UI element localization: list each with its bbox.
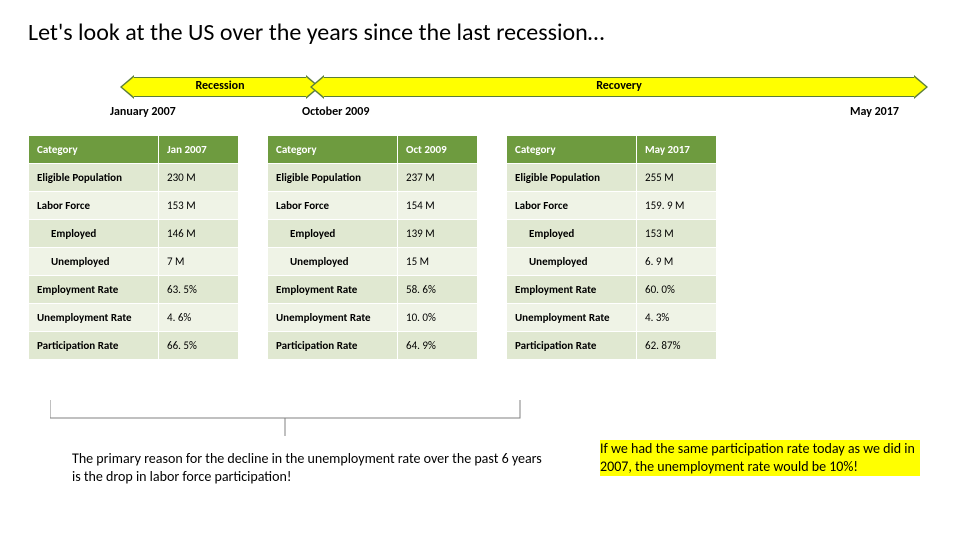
cell-value: 154 M (398, 192, 478, 220)
cell-value: 66. 5% (159, 332, 239, 360)
cell-value: 255 M (637, 164, 717, 192)
column-header-category: Category (507, 136, 637, 164)
table-may-2017: CategoryMay 2017Eligible Population255 M… (506, 135, 717, 360)
table-row: Eligible Population230 M (29, 164, 239, 192)
cell-value: 7 M (159, 248, 239, 276)
recession-label: Recession (133, 79, 307, 93)
table-row: Unemployed15 M (268, 248, 478, 276)
cell-value: 4. 6% (159, 304, 239, 332)
cell-value: 62. 87% (637, 332, 717, 360)
cell-category: Employed (268, 220, 398, 248)
cell-category: Participation Rate (507, 332, 637, 360)
cell-value: 60. 0% (637, 276, 717, 304)
cell-category: Labor Force (507, 192, 637, 220)
cell-value: 230 M (159, 164, 239, 192)
cell-value: 159. 9 M (637, 192, 717, 220)
date-jan-2007: January 2007 (110, 105, 176, 119)
cell-category: Eligible Population (507, 164, 637, 192)
table-row: Eligible Population255 M (507, 164, 717, 192)
cell-value: 10. 0% (398, 304, 478, 332)
cell-value: 6. 9 M (637, 248, 717, 276)
column-header-value: May 2017 (637, 136, 717, 164)
column-header-value: Jan 2007 (159, 136, 239, 164)
note-primary-reason: The primary reason for the decline in th… (72, 450, 542, 486)
cell-category: Participation Rate (29, 332, 159, 360)
arrow-left-icon (120, 75, 134, 99)
date-oct-2009: October 2009 (302, 105, 369, 119)
cell-category: Unemployed (268, 248, 398, 276)
cell-value: 63. 5% (159, 276, 239, 304)
cell-value: 58. 6% (398, 276, 478, 304)
cell-category: Labor Force (29, 192, 159, 220)
table-row: Employment Rate63. 5% (29, 276, 239, 304)
cell-category: Employed (507, 220, 637, 248)
cell-category: Employed (29, 220, 159, 248)
cell-category: Unemployment Rate (29, 304, 159, 332)
table-row: Participation Rate66. 5% (29, 332, 239, 360)
cell-category: Participation Rate (268, 332, 398, 360)
cell-value: 4. 3% (637, 304, 717, 332)
arrow-left-icon (310, 75, 324, 99)
cell-value: 146 M (159, 220, 239, 248)
timeline: Recession Recovery (0, 77, 960, 97)
table-row: Unemployed6. 9 M (507, 248, 717, 276)
cell-value: 153 M (637, 220, 717, 248)
column-header-category: Category (268, 136, 398, 164)
cell-category: Unemployed (507, 248, 637, 276)
cell-value: 153 M (159, 192, 239, 220)
table-row: Unemployed7 M (29, 248, 239, 276)
tables-container: CategoryJan 2007Eligible Population230 M… (0, 123, 960, 360)
cell-category: Employment Rate (29, 276, 159, 304)
cell-category: Eligible Population (268, 164, 398, 192)
table-row: Employment Rate60. 0% (507, 276, 717, 304)
table-row: Labor Force159. 9 M (507, 192, 717, 220)
note-highlight: If we had the same participation rate to… (600, 440, 920, 476)
table-row: Employed146 M (29, 220, 239, 248)
recession-band: Recession (132, 77, 308, 97)
table-row: Unemployment Rate10. 0% (268, 304, 478, 332)
cell-value: 139 M (398, 220, 478, 248)
recovery-label: Recovery (323, 79, 915, 93)
table-row: Unemployment Rate4. 3% (507, 304, 717, 332)
table-row: Participation Rate64. 9% (268, 332, 478, 360)
cell-category: Eligible Population (29, 164, 159, 192)
column-header-value: Oct 2009 (398, 136, 478, 164)
table-row: Employed153 M (507, 220, 717, 248)
date-may-2017: May 2017 (850, 105, 899, 119)
cell-category: Employment Rate (507, 276, 637, 304)
column-header-category: Category (29, 136, 159, 164)
table-row: Labor Force153 M (29, 192, 239, 220)
recovery-band: Recovery (322, 77, 916, 97)
table-row: Labor Force154 M (268, 192, 478, 220)
cell-value: 15 M (398, 248, 478, 276)
arrow-right-icon (914, 75, 928, 99)
cell-category: Unemployment Rate (268, 304, 398, 332)
table-row: Employed139 M (268, 220, 478, 248)
table-row: Eligible Population237 M (268, 164, 478, 192)
cell-category: Unemployed (29, 248, 159, 276)
table-row: Participation Rate62. 87% (507, 332, 717, 360)
table-row: Employment Rate58. 6% (268, 276, 478, 304)
table-oct-2009: CategoryOct 2009Eligible Population237 M… (267, 135, 478, 360)
cell-value: 237 M (398, 164, 478, 192)
cell-value: 64. 9% (398, 332, 478, 360)
page-title: Let's look at the US over the years sinc… (0, 0, 960, 47)
cell-category: Unemployment Rate (507, 304, 637, 332)
table-row: Unemployment Rate4. 6% (29, 304, 239, 332)
bracket-icon (50, 400, 550, 440)
cell-category: Employment Rate (268, 276, 398, 304)
cell-category: Labor Force (268, 192, 398, 220)
date-labels: January 2007 October 2009 May 2017 (0, 105, 960, 123)
table-jan-2007: CategoryJan 2007Eligible Population230 M… (28, 135, 239, 360)
